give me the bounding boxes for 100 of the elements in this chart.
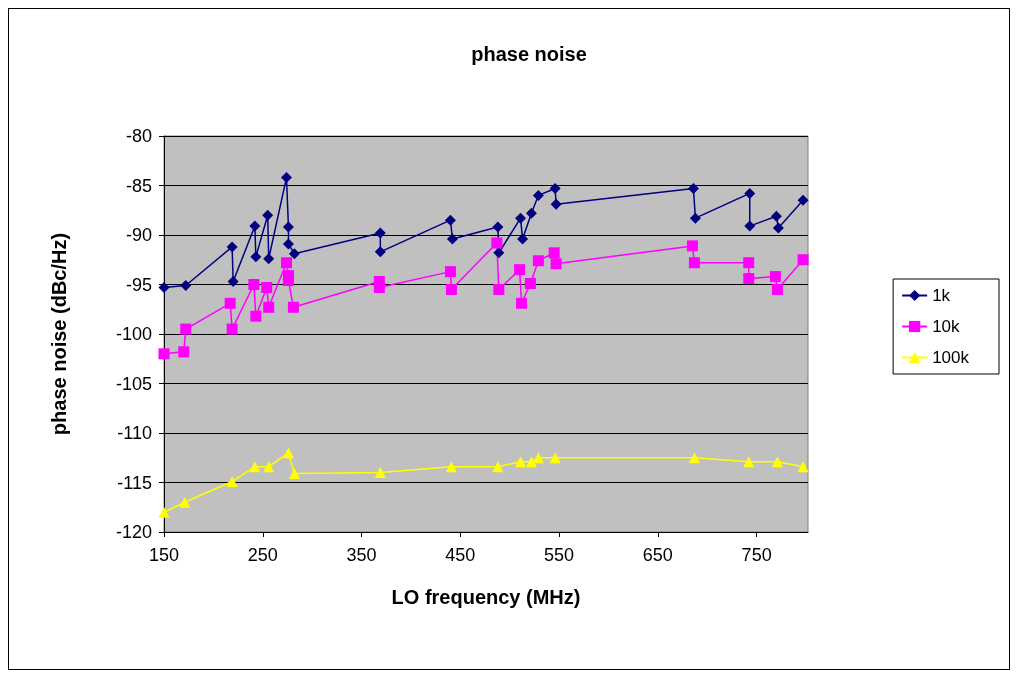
point (261, 281, 273, 293)
point (226, 241, 238, 253)
point (771, 283, 783, 295)
point (532, 189, 544, 201)
point (689, 212, 701, 224)
point (374, 246, 386, 258)
point (548, 247, 560, 259)
point (280, 257, 292, 269)
point (688, 257, 700, 269)
point (287, 301, 299, 313)
point (249, 220, 261, 232)
point (158, 348, 170, 360)
point (549, 182, 561, 194)
point (515, 212, 527, 224)
point (797, 461, 809, 473)
point (282, 275, 294, 287)
point (263, 301, 275, 313)
point (743, 257, 755, 269)
point (491, 237, 503, 249)
point (262, 209, 274, 221)
x-tick-label: 650 (642, 545, 673, 565)
point (248, 279, 260, 290)
point (374, 467, 386, 479)
point (373, 281, 385, 293)
point (744, 187, 756, 199)
point (180, 323, 192, 335)
point (178, 346, 190, 358)
y-axis-title: phase noise (dBc/Hz) (48, 232, 70, 436)
point (772, 222, 784, 234)
point (525, 207, 537, 219)
point (514, 264, 526, 276)
legend-label: 10k (932, 317, 961, 336)
point (769, 271, 781, 283)
point (687, 182, 699, 194)
point (516, 297, 528, 309)
point (250, 251, 262, 263)
x-tick-label: 550 (544, 545, 575, 565)
point (374, 227, 386, 239)
point (180, 279, 192, 291)
point (517, 233, 529, 245)
y-tick-label: -115 (117, 472, 152, 493)
point (158, 281, 170, 293)
y-tick-label: -85 (125, 175, 152, 196)
point (249, 461, 261, 473)
x-tick-label: 250 (247, 545, 278, 565)
x-tick-label: 150 (148, 545, 180, 565)
point (444, 266, 456, 278)
point (288, 468, 300, 480)
y-tick-label: -95 (125, 274, 152, 295)
point (797, 194, 809, 206)
point (226, 476, 238, 488)
point (445, 283, 457, 295)
point (227, 276, 239, 288)
point (446, 233, 458, 245)
point (263, 461, 275, 473)
point (550, 198, 562, 210)
chart-title: phase noise (471, 43, 587, 65)
y-tick-label: -100 (115, 324, 152, 344)
point (288, 248, 300, 260)
point (550, 258, 562, 270)
point (492, 461, 504, 473)
point (179, 496, 191, 508)
x-tick-label: 750 (741, 545, 772, 565)
point (445, 461, 457, 473)
point (493, 247, 505, 259)
point (250, 310, 262, 322)
legend-label: 1k (932, 286, 951, 305)
x-axis-title: LO frequency (MHz) (391, 586, 581, 608)
point (158, 506, 170, 518)
point (282, 238, 294, 250)
point (515, 456, 527, 468)
point (226, 323, 238, 335)
point (280, 172, 292, 184)
point (282, 221, 294, 233)
point (532, 255, 544, 267)
point (688, 452, 700, 464)
point (492, 221, 504, 233)
point (743, 273, 755, 285)
x-tick-label: 450 (445, 545, 476, 565)
point (549, 452, 561, 464)
point (686, 240, 698, 252)
point (525, 456, 537, 468)
y-tick-label: -80 (125, 126, 152, 146)
point (493, 283, 505, 295)
y-tick-label: -105 (115, 373, 152, 394)
y-tick-label: -120 (115, 522, 152, 542)
y-tick-label: -90 (125, 225, 152, 245)
point (263, 253, 275, 265)
x-tick-label: 350 (346, 545, 377, 565)
point (224, 297, 236, 309)
legend-label: 100k (932, 348, 970, 367)
point (797, 254, 809, 266)
point (744, 220, 756, 232)
point (771, 456, 783, 468)
point (524, 278, 536, 290)
point (743, 456, 755, 468)
y-tick-label: -110 (117, 423, 152, 443)
point (770, 210, 782, 222)
point (282, 447, 294, 459)
point (444, 214, 456, 226)
